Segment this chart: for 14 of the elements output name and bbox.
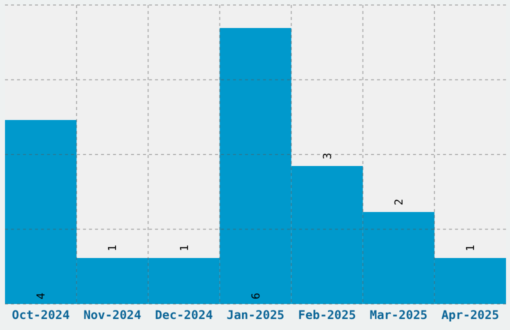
- data-label: 4: [34, 292, 48, 300]
- x-tick-label: Oct-2024: [12, 308, 70, 322]
- x-tick-label: Feb-2025: [298, 308, 356, 322]
- data-label: 2: [392, 198, 406, 206]
- data-label: 1: [178, 244, 191, 252]
- x-tick-label: Apr-2025: [441, 308, 500, 322]
- x-tick-label: Nov-2024: [83, 308, 142, 322]
- x-tick-label: Dec-2024: [155, 308, 213, 322]
- data-label: 1: [106, 244, 120, 252]
- data-label: 6: [249, 292, 262, 300]
- x-tick-label: Mar-2025: [370, 308, 428, 322]
- x-tick-label: Jan-2025: [226, 308, 284, 322]
- data-label: 1: [464, 244, 478, 252]
- data-label: 3: [320, 152, 334, 160]
